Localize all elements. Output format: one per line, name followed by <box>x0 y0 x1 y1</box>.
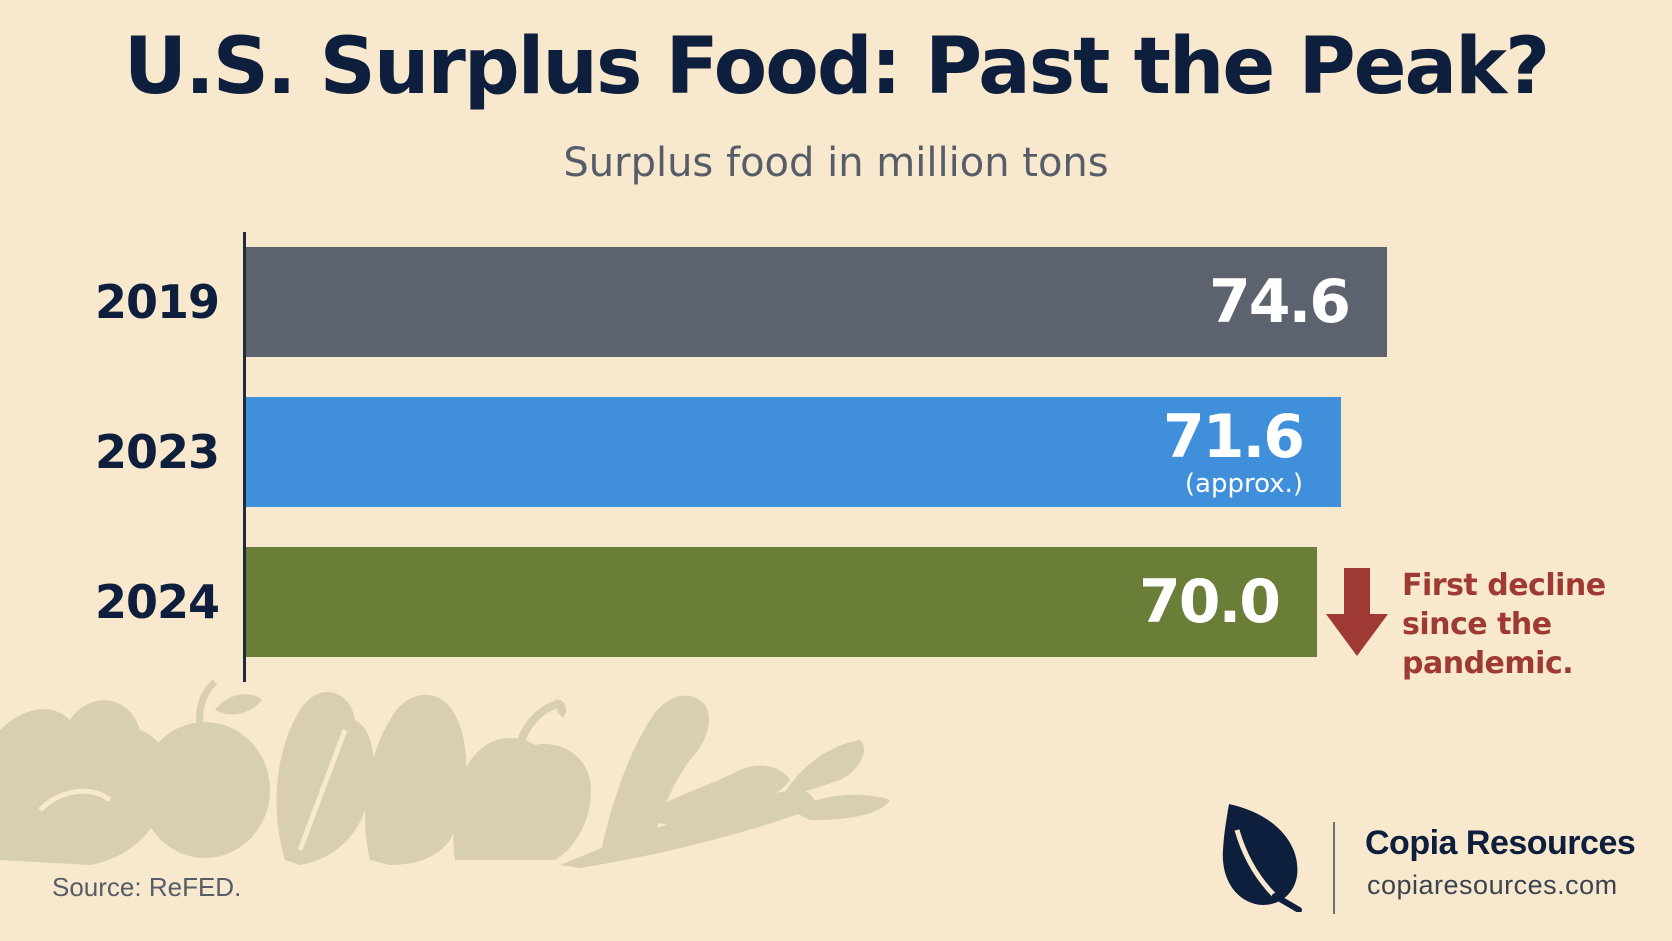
category-label-2024: 2024 <box>95 575 220 629</box>
bar-value-note: (approx.) <box>1184 469 1303 499</box>
brand-divider <box>1333 822 1335 914</box>
bar-value-number: 71.6 <box>1162 402 1305 472</box>
vegetables-illustration <box>0 679 890 868</box>
decline-callout-text: First decline since the pandemic. <box>1402 568 1606 681</box>
category-label-2023: 2023 <box>95 425 220 479</box>
brand-block: Copia Resources copiaresources.com <box>1215 800 1655 920</box>
source-note: Source: ReFED. <box>52 872 242 902</box>
bar-2023: 71.6 (approx.) <box>246 397 1341 507</box>
bar-value-label-2019: 74.6 <box>1208 267 1351 337</box>
chart-subtitle: Surplus food in million tons <box>563 140 1109 186</box>
bar-value-label-2023: 71.6 (approx.) <box>1162 402 1305 499</box>
chart-title: U.S. Surplus Food: Past the Peak? <box>123 22 1551 112</box>
brand-name: Copia Resources <box>1365 824 1636 862</box>
brand-url[interactable]: copiaresources.com <box>1367 870 1618 900</box>
bar-value-number: 70.0 <box>1138 567 1281 637</box>
bar-value-number: 74.6 <box>1208 267 1351 337</box>
arrow-down-icon <box>1326 568 1388 656</box>
bar-2019: 74.6 <box>246 247 1387 357</box>
decline-callout: First decline since the pandemic. <box>1326 566 1606 686</box>
y-axis-line <box>243 232 246 682</box>
bar-2024: 70.0 <box>246 547 1317 657</box>
leaf-icon <box>1222 804 1302 912</box>
bar-value-label-2024: 70.0 <box>1138 567 1281 637</box>
category-label-2019: 2019 <box>95 275 220 329</box>
